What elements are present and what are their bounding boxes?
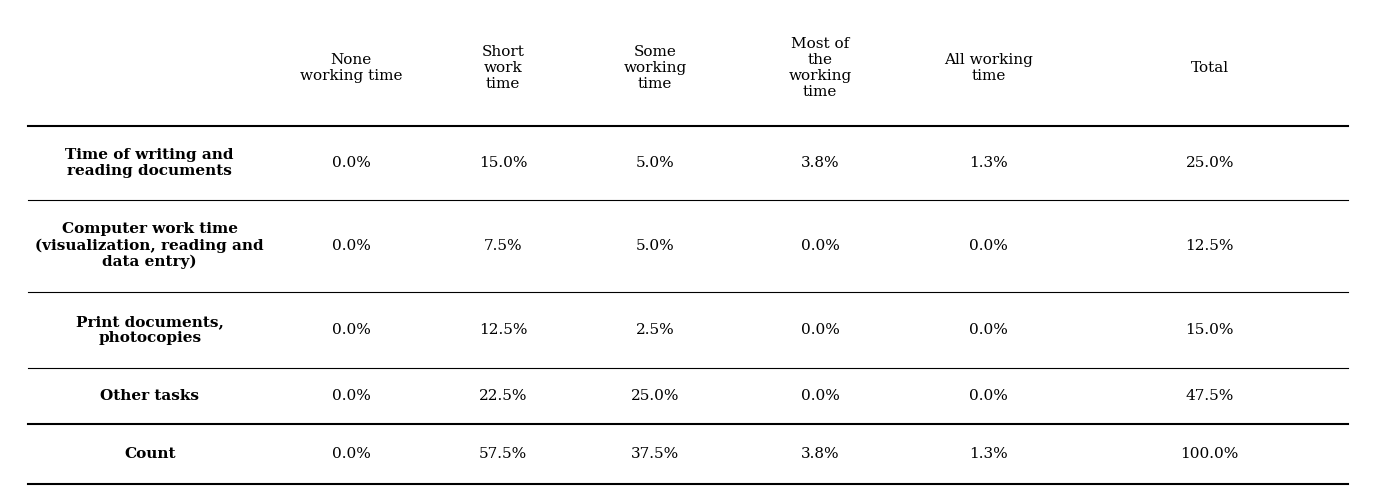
Text: 0.0%: 0.0%: [801, 239, 839, 253]
Text: 5.0%: 5.0%: [636, 156, 674, 170]
Text: 0.0%: 0.0%: [969, 239, 1009, 253]
Text: 25.0%: 25.0%: [1186, 156, 1234, 170]
Text: Some
working
time: Some working time: [623, 44, 687, 91]
Text: Computer work time
(visualization, reading and
data entry): Computer work time (visualization, readi…: [36, 222, 264, 269]
Text: Other tasks: Other tasks: [100, 389, 200, 403]
Text: 0.0%: 0.0%: [332, 156, 370, 170]
Text: 3.8%: 3.8%: [801, 156, 839, 170]
Text: 0.0%: 0.0%: [969, 389, 1009, 403]
Text: 7.5%: 7.5%: [484, 239, 523, 253]
Text: 37.5%: 37.5%: [630, 447, 680, 461]
Text: 12.5%: 12.5%: [1186, 239, 1234, 253]
Text: Time of writing and
reading documents: Time of writing and reading documents: [66, 148, 234, 178]
Text: 25.0%: 25.0%: [630, 389, 680, 403]
Text: All working
time: All working time: [944, 53, 1033, 83]
Text: 0.0%: 0.0%: [801, 323, 839, 337]
Text: 5.0%: 5.0%: [636, 239, 674, 253]
Text: 0.0%: 0.0%: [332, 389, 370, 403]
Text: 2.5%: 2.5%: [636, 323, 674, 337]
Text: 15.0%: 15.0%: [479, 156, 527, 170]
Text: 0.0%: 0.0%: [332, 239, 370, 253]
Text: 100.0%: 100.0%: [1181, 447, 1238, 461]
Text: 0.0%: 0.0%: [969, 323, 1009, 337]
Text: 47.5%: 47.5%: [1186, 389, 1234, 403]
Text: 0.0%: 0.0%: [332, 447, 370, 461]
Text: Short
work
time: Short work time: [482, 44, 524, 91]
Text: 0.0%: 0.0%: [332, 323, 370, 337]
Text: 3.8%: 3.8%: [801, 447, 839, 461]
Text: 1.3%: 1.3%: [969, 156, 1007, 170]
Text: Print documents,
photocopies: Print documents, photocopies: [76, 315, 224, 345]
Text: 1.3%: 1.3%: [969, 447, 1007, 461]
Text: 57.5%: 57.5%: [479, 447, 527, 461]
Text: 12.5%: 12.5%: [479, 323, 527, 337]
Text: None
working time: None working time: [300, 53, 402, 83]
Text: 0.0%: 0.0%: [801, 389, 839, 403]
Text: Count: Count: [124, 447, 176, 461]
Text: Total: Total: [1190, 61, 1229, 75]
Text: 22.5%: 22.5%: [479, 389, 527, 403]
Text: Most of
the
working
time: Most of the working time: [788, 37, 852, 99]
Text: 15.0%: 15.0%: [1186, 323, 1234, 337]
